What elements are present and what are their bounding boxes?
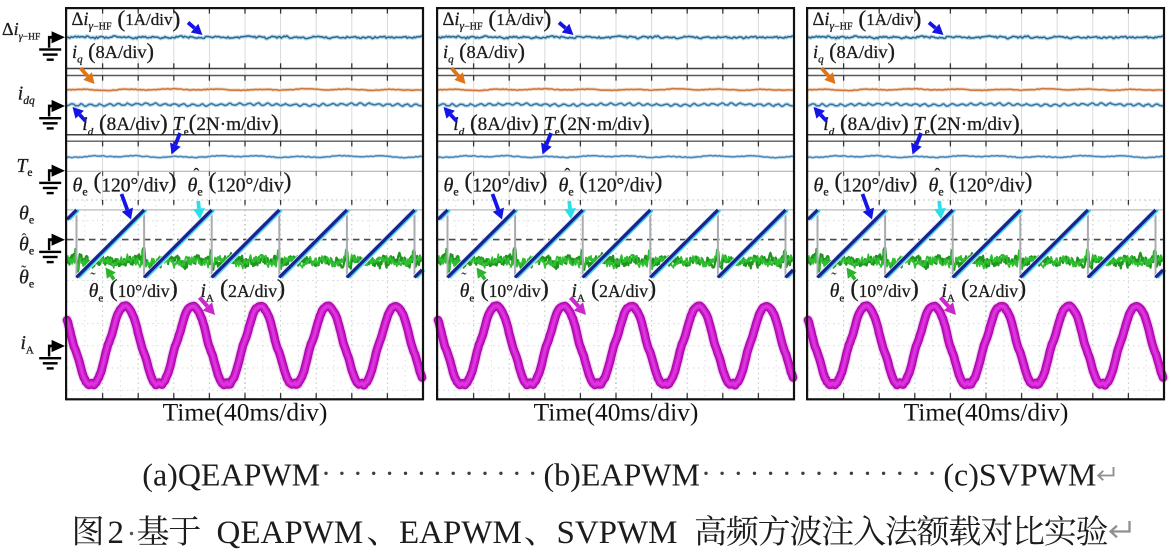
svg-text:θe​: θe​: [19, 234, 34, 258]
svg-text:2: 2: [108, 515, 125, 551]
svg-text:SVPWM: SVPWM: [557, 515, 678, 551]
svg-text:idq​: idq​: [18, 84, 35, 108]
svg-text:θe​: θe​: [19, 203, 34, 227]
svg-text:QEAPWM: QEAPWM: [217, 515, 364, 551]
svg-text:θe​: θe​: [19, 267, 34, 291]
svg-text:Te​: Te​: [17, 156, 33, 179]
svg-text:˜: ˜: [21, 263, 27, 280]
svg-text:EAPWM: EAPWM: [399, 515, 522, 551]
svg-text:(a)QEAPWM: (a)QEAPWM: [142, 456, 320, 492]
svg-text:iA​: iA​: [21, 333, 34, 356]
svg-text:(c)SVPWM: (c)SVPWM: [943, 456, 1096, 492]
svg-text:Δiγ​−HF​: Δiγ​−HF​: [2, 19, 40, 42]
svg-text:ˆ: ˆ: [22, 232, 27, 248]
svg-text:(b)EAPWM: (b)EAPWM: [544, 456, 700, 492]
